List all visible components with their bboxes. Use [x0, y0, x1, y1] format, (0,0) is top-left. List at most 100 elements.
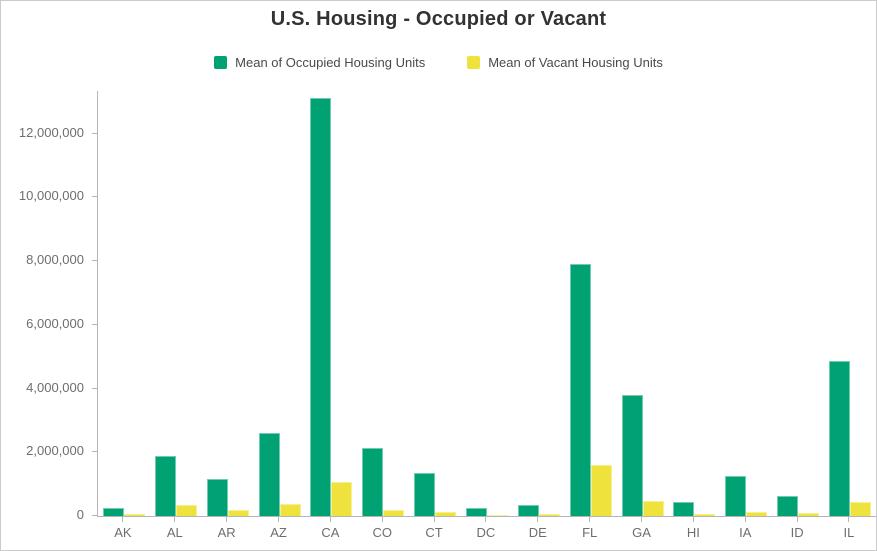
x-tick-label-IL: IL: [843, 525, 855, 540]
x-tick-label-HI: HI: [686, 525, 700, 540]
bar-occupied-CO[interactable]: [362, 448, 384, 516]
x-tick-label-GA: GA: [632, 525, 651, 540]
bar-occupied-FL[interactable]: [569, 264, 591, 516]
bar-vacant-FL[interactable]: [590, 465, 612, 516]
page-title: U.S. Housing - Occupied or Vacant: [270, 8, 607, 30]
bar-occupied-IL[interactable]: [828, 361, 850, 516]
x-tick-ID: [796, 517, 798, 522]
bar-vacant-AZ[interactable]: [279, 504, 301, 516]
x-tick-label-CT: CT: [425, 525, 443, 540]
y-tick-label-4000000: 4,000,000: [26, 380, 84, 395]
x-tick-GA: [641, 517, 643, 522]
y-tick-label-2000000: 2,000,000: [26, 443, 84, 458]
x-tick-label-AK: AK: [114, 525, 132, 540]
bar-occupied-HI[interactable]: [673, 502, 695, 516]
bar-vacant-CO[interactable]: [383, 510, 405, 516]
legend-item-occupied[interactable]: Mean of Occupied Housing Units: [214, 55, 425, 70]
x-cell-ID: ID: [771, 517, 823, 540]
bars-container: [98, 91, 876, 516]
x-tick-label-DE: DE: [528, 525, 547, 540]
x-cell-AK: AK: [97, 517, 149, 540]
x-cell-IA: IA: [719, 517, 771, 540]
x-axis: AK AL AR AZ CA CO CT DC DE FL GA HI IA ID IL: [97, 517, 875, 540]
x-cell-AL: AL: [149, 517, 201, 540]
x-tick-AR: [226, 517, 228, 522]
x-tick-FL: [589, 517, 591, 522]
bar-vacant-ID[interactable]: [798, 513, 820, 516]
category-cell-DE: [513, 91, 565, 516]
x-tick-label-IA: IA: [739, 525, 752, 540]
x-cell-HI: HI: [667, 517, 719, 540]
y-tick-label-0: 0: [76, 507, 84, 522]
category-cell-ID: [772, 91, 824, 516]
bar-vacant-CT[interactable]: [435, 512, 457, 516]
legend: Mean of Occupied Housing Units Mean of V…: [1, 55, 876, 70]
bar-vacant-CA[interactable]: [331, 482, 353, 516]
bar-occupied-ID[interactable]: [777, 496, 799, 516]
x-cell-DE: DE: [512, 517, 564, 540]
y-tick-4000000: [92, 388, 97, 389]
x-cell-CT: CT: [408, 517, 460, 540]
y-tick-label-10000000: 10,000,000: [18, 188, 84, 203]
y-tick-0: [92, 515, 97, 516]
x-tick-label-CA: CA: [321, 525, 340, 540]
x-cell-AR: AR: [201, 517, 253, 540]
category-cell-GA: [617, 91, 669, 516]
x-tick-CA: [329, 517, 331, 522]
x-tick-IA: [744, 517, 746, 522]
bar-occupied-AL[interactable]: [154, 456, 176, 516]
x-cell-AZ: AZ: [253, 517, 305, 540]
category-cell-IA: [720, 91, 772, 516]
x-cell-CA: CA: [304, 517, 356, 540]
x-cell-CO: CO: [356, 517, 408, 540]
x-tick-IL: [848, 517, 850, 522]
y-tick-6000000: [92, 324, 97, 325]
bar-vacant-HI[interactable]: [694, 514, 716, 516]
bar-occupied-AR[interactable]: [206, 479, 228, 516]
bar-occupied-IA[interactable]: [725, 476, 747, 516]
x-tick-AK: [122, 517, 124, 522]
x-cell-FL: FL: [564, 517, 616, 540]
legend-label-occupied: Mean of Occupied Housing Units: [235, 55, 426, 70]
category-cell-IL: [824, 91, 876, 516]
category-cell-AR: [202, 91, 254, 516]
category-cell-HI: [668, 91, 720, 516]
x-tick-label-AL: AL: [166, 525, 183, 540]
bar-vacant-AL[interactable]: [175, 505, 197, 516]
x-cell-IL: IL: [823, 517, 875, 540]
y-tick-8000000: [92, 260, 97, 261]
x-tick-label-CO: CO: [372, 525, 392, 540]
category-cell-DC: [461, 91, 513, 516]
bar-vacant-AR[interactable]: [227, 510, 249, 516]
x-tick-label-AZ: AZ: [270, 525, 287, 540]
legend-label-vacant: Mean of Vacant Housing Units: [488, 55, 663, 70]
legend-item-vacant[interactable]: Mean of Vacant Housing Units: [467, 55, 663, 70]
x-tick-label-FL: FL: [582, 525, 598, 540]
x-tick-CO: [381, 517, 383, 522]
category-cell-CA: [305, 91, 357, 516]
bar-vacant-IA[interactable]: [746, 512, 768, 516]
bar-vacant-GA[interactable]: [642, 501, 664, 516]
x-tick-label-DC: DC: [476, 525, 496, 540]
bar-vacant-DC[interactable]: [486, 515, 508, 516]
bar-occupied-CT[interactable]: [414, 473, 436, 516]
bar-occupied-DE[interactable]: [517, 505, 539, 516]
bar-vacant-AK[interactable]: [123, 514, 145, 516]
category-cell-AL: [150, 91, 202, 516]
bar-occupied-AK[interactable]: [102, 508, 124, 516]
bar-vacant-IL[interactable]: [849, 502, 871, 516]
bar-occupied-CA[interactable]: [310, 98, 332, 516]
bar-occupied-AZ[interactable]: [258, 433, 280, 516]
bar-occupied-GA[interactable]: [621, 395, 643, 516]
x-tick-CT: [433, 517, 435, 522]
x-tick-AZ: [278, 517, 279, 522]
y-tick-2000000: [92, 451, 97, 452]
bar-vacant-DE[interactable]: [538, 514, 560, 516]
bar-occupied-DC[interactable]: [465, 508, 487, 516]
occupied-swatch-icon: [214, 56, 228, 69]
category-cell-FL: [565, 91, 617, 516]
y-tick-label-6000000: 6,000,000: [26, 316, 84, 331]
y-tick-12000000: [92, 133, 97, 134]
plot-area: [97, 91, 876, 517]
x-tick-DC: [485, 517, 487, 522]
